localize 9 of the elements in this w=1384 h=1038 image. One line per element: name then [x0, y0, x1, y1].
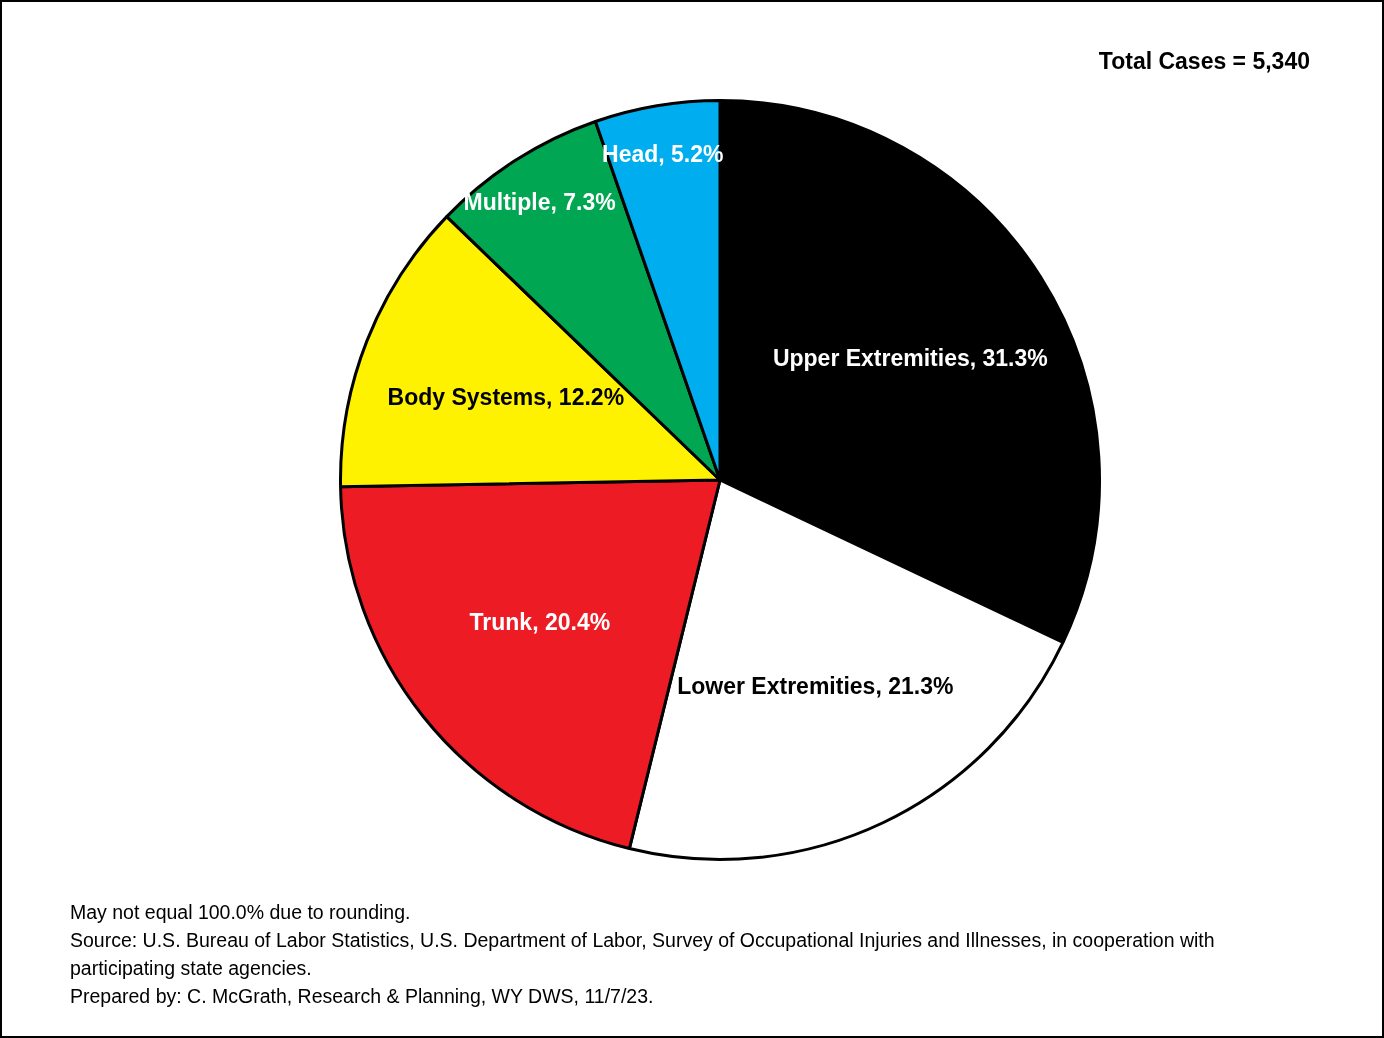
slice-label: Multiple, 7.3%: [463, 187, 617, 217]
text: Total Cases = 5,340: [1098, 48, 1310, 75]
slice-label: Lower Extremities, 21.3%: [677, 671, 955, 701]
text: Prepared by: C. McGrath, Research & Planning, WY DWS, 11/7/23.: [70, 984, 655, 1009]
slice-label: Body Systems, 12.2%: [387, 382, 626, 412]
slice-label: Upper Extremities, 31.3%: [772, 344, 1049, 374]
text: May not equal 100.0% due to rounding.: [70, 900, 412, 925]
source-note: Source: U.S. Bureau of Labor Statistics, U.S. Department of Labor, Survey of Occupational Injuries and Illnesses, in cooperation with participating state agencies.: [70, 928, 1216, 981]
slice-label: Trunk, 20.4%: [469, 608, 612, 638]
